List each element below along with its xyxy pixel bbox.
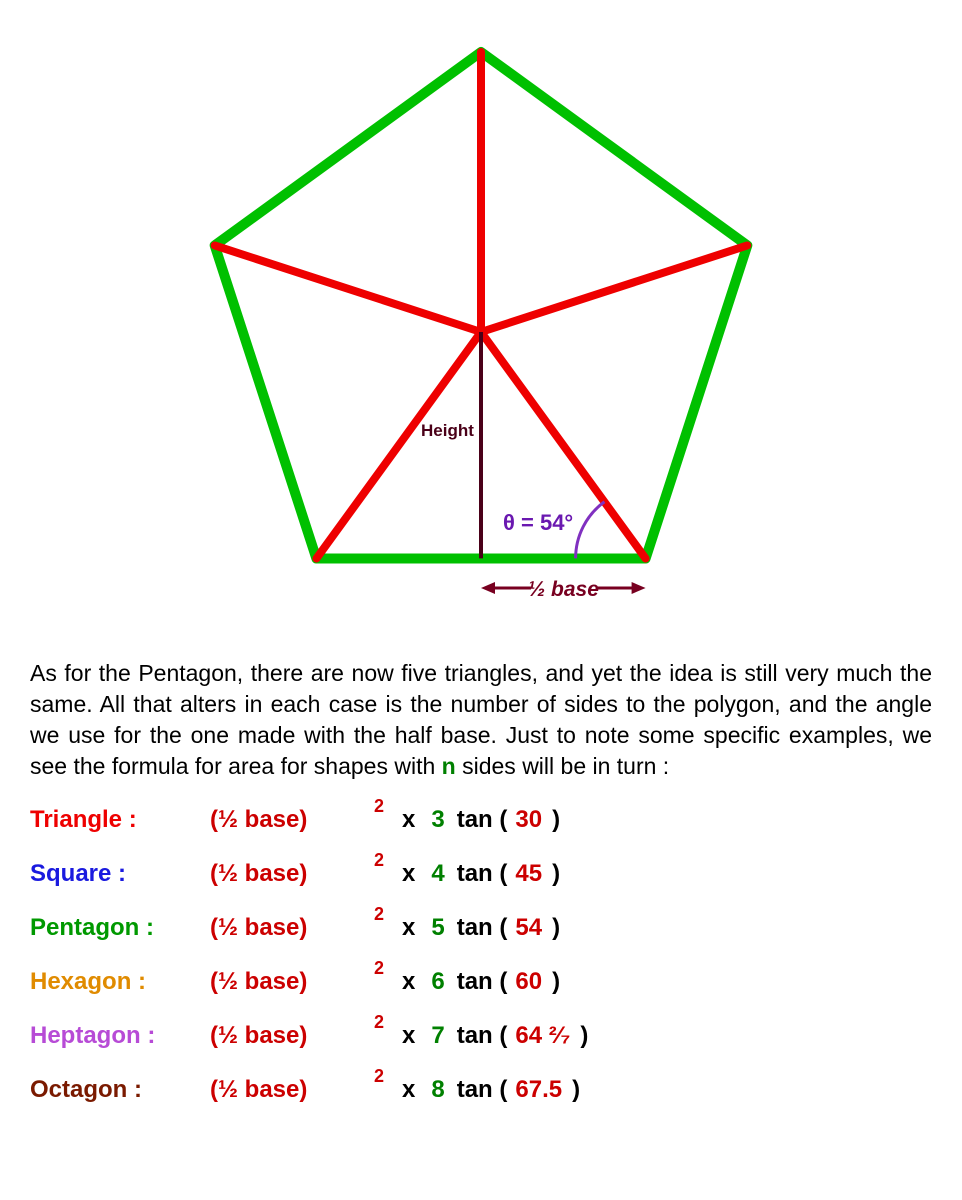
formula-row: Triangle :(½ base)2 x3 tan (30) bbox=[30, 806, 932, 834]
half-base-term: (½ base)2 bbox=[210, 914, 384, 942]
shape-name: Pentagon : bbox=[30, 914, 210, 942]
svg-text:½ base: ½ base bbox=[528, 578, 600, 601]
tan-label: tan ( bbox=[457, 914, 508, 942]
angle-value: 64 ²⁄₇ bbox=[515, 1022, 570, 1050]
half-base-term: (½ base)2 bbox=[210, 860, 384, 888]
formula-row: Octagon :(½ base)2 x8 tan (67.5) bbox=[30, 1076, 932, 1104]
formula-list: Triangle :(½ base)2x3tan (30)Square :(½ … bbox=[30, 806, 932, 1104]
formula-row: Heptagon :(½ base)2 x7 tan (64 ²⁄₇) bbox=[30, 1022, 932, 1050]
angle-value: 45 bbox=[515, 860, 542, 888]
side-count: 6 bbox=[431, 968, 444, 996]
times-symbol: x bbox=[402, 860, 415, 888]
angle-value: 67.5 bbox=[515, 1076, 562, 1104]
half-base-text: (½ base) bbox=[210, 806, 307, 833]
tan-label: tan ( bbox=[457, 1076, 508, 1104]
formula-row: Pentagon :(½ base)2 x5 tan (54) bbox=[30, 914, 932, 942]
shape-name: Triangle : bbox=[30, 806, 210, 834]
para-n: n bbox=[442, 753, 456, 779]
half-base-text: (½ base) bbox=[210, 1022, 307, 1049]
side-count: 7 bbox=[431, 1022, 444, 1050]
exponent: 2 bbox=[374, 958, 384, 979]
times-symbol: x bbox=[402, 968, 415, 996]
half-base-text: (½ base) bbox=[210, 860, 307, 887]
svg-text:Height: Height bbox=[421, 421, 474, 440]
tan-label: tan ( bbox=[457, 1022, 508, 1050]
close-paren: ) bbox=[572, 1076, 580, 1104]
explanation-paragraph: As for the Pentagon, there are now five … bbox=[30, 658, 932, 782]
close-paren: ) bbox=[552, 860, 560, 888]
close-paren: ) bbox=[552, 914, 560, 942]
exponent: 2 bbox=[374, 796, 384, 817]
side-count: 3 bbox=[431, 806, 444, 834]
shape-name: Hexagon : bbox=[30, 968, 210, 996]
close-paren: ) bbox=[552, 806, 560, 834]
times-symbol: x bbox=[402, 914, 415, 942]
tan-label: tan ( bbox=[457, 806, 508, 834]
exponent: 2 bbox=[374, 904, 384, 925]
half-base-term: (½ base)2 bbox=[210, 1076, 384, 1104]
angle-value: 54 bbox=[515, 914, 542, 942]
svg-text:θ = 54°: θ = 54° bbox=[503, 510, 573, 535]
para-after: sides will be in turn : bbox=[456, 753, 669, 779]
half-base-text: (½ base) bbox=[210, 968, 307, 995]
side-count: 5 bbox=[431, 914, 444, 942]
tan-label: tan ( bbox=[457, 860, 508, 888]
close-paren: ) bbox=[552, 968, 560, 996]
formula-row: Hexagon :(½ base)2 x6 tan (60) bbox=[30, 968, 932, 996]
side-count: 4 bbox=[431, 860, 444, 888]
exponent: 2 bbox=[374, 1066, 384, 1087]
side-count: 8 bbox=[431, 1076, 444, 1104]
exponent: 2 bbox=[374, 1012, 384, 1033]
half-base-term: (½ base)2 bbox=[210, 1022, 384, 1050]
tan-label: tan ( bbox=[457, 968, 508, 996]
half-base-term: (½ base)2 bbox=[210, 968, 384, 996]
shape-name: Square : bbox=[30, 860, 210, 888]
times-symbol: x bbox=[402, 1076, 415, 1104]
exponent: 2 bbox=[374, 850, 384, 871]
formula-row: Square :(½ base)2 x4 tan (45) bbox=[30, 860, 932, 888]
pentagon-diagram: Height θ = 54° ½ base bbox=[20, 20, 942, 640]
pentagon-svg: Height θ = 54° ½ base bbox=[121, 20, 841, 640]
half-base-text: (½ base) bbox=[210, 914, 307, 941]
close-paren: ) bbox=[580, 1022, 588, 1050]
angle-value: 30 bbox=[515, 806, 542, 834]
times-symbol: x bbox=[402, 1022, 415, 1050]
shape-name: Octagon : bbox=[30, 1076, 210, 1104]
shape-name: Heptagon : bbox=[30, 1022, 210, 1050]
times-symbol: x bbox=[402, 806, 415, 834]
half-base-term: (½ base)2 bbox=[210, 806, 384, 834]
angle-value: 60 bbox=[515, 968, 542, 996]
half-base-text: (½ base) bbox=[210, 1076, 307, 1103]
